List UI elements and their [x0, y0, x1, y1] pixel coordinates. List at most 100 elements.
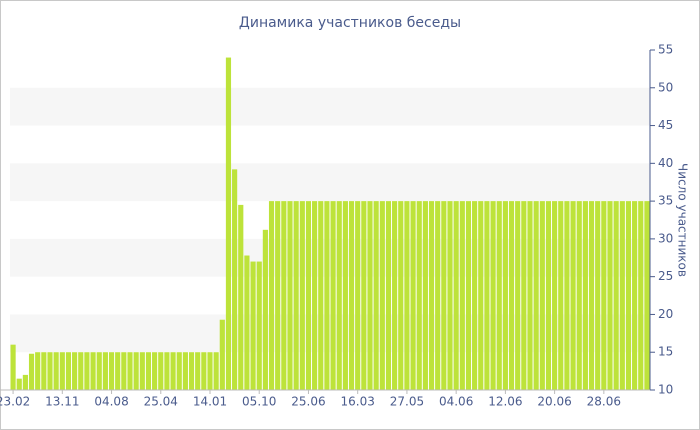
bar: [435, 201, 441, 390]
bar: [367, 201, 373, 390]
bar: [496, 201, 502, 390]
bar: [188, 352, 195, 390]
y-axis-label: Число участников: [676, 163, 690, 277]
bar: [484, 201, 490, 390]
y-tick-label: 20: [658, 307, 673, 321]
bar: [305, 201, 312, 390]
bar: [625, 201, 632, 390]
bar: [361, 201, 367, 390]
bar: [459, 201, 465, 390]
bar: [392, 201, 398, 390]
bar: [72, 352, 78, 390]
bar: [164, 352, 170, 390]
bar: [201, 352, 207, 390]
bar: [576, 201, 582, 390]
bar: [342, 201, 348, 390]
x-tick-label: 27.05: [390, 395, 424, 409]
bar: [16, 378, 22, 390]
bar: [115, 352, 121, 390]
bar: [133, 352, 139, 390]
axes: 10 15 20 25 30 35 40 45 50 55 23.02 13.11 04.08 25.04…: [0, 43, 673, 409]
bar: [47, 352, 53, 390]
bar: [527, 201, 533, 390]
y-tick-label: 40: [658, 156, 673, 170]
bar: [78, 352, 84, 390]
y-tick-label: 35: [658, 194, 673, 208]
bar: [607, 201, 613, 390]
grid-band: [10, 87, 650, 126]
y-tick-label: 55: [658, 43, 673, 57]
bar: [582, 201, 588, 390]
bar: [28, 353, 35, 390]
bar: [465, 201, 472, 390]
bar: [613, 201, 619, 390]
bar: [275, 201, 281, 390]
bar: [422, 201, 428, 390]
bar: [478, 201, 484, 390]
bar: [287, 201, 293, 390]
bar: [502, 201, 508, 390]
bar: [238, 204, 244, 390]
bar: [545, 201, 552, 390]
bar: [281, 201, 287, 390]
bar: [53, 352, 59, 390]
bar: [244, 255, 250, 390]
bar: [601, 201, 607, 390]
y-tick-label: 15: [658, 345, 673, 359]
bar: [145, 352, 152, 390]
bar: [564, 201, 570, 390]
x-tick-label: 05.10: [242, 395, 276, 409]
y-tick-label: 50: [658, 80, 673, 94]
bar: [416, 201, 422, 390]
bar: [355, 201, 361, 390]
bar: [324, 201, 330, 390]
y-tick-label: 45: [658, 118, 673, 132]
chart-title: Динамика участников беседы: [239, 15, 461, 31]
bar: [385, 201, 392, 390]
bar: [90, 352, 96, 390]
x-tick-label: 16.03: [341, 395, 375, 409]
x-tick-label: 04.08: [94, 395, 128, 409]
y-tick-label: 10: [658, 383, 673, 397]
bar: [10, 344, 16, 390]
bar: [595, 201, 601, 390]
bar: [232, 169, 238, 390]
bar: [312, 201, 318, 390]
bar: [348, 201, 355, 390]
bar: [318, 201, 324, 390]
x-tick-label: 12.06: [488, 395, 522, 409]
bar: [453, 201, 459, 390]
bar: [515, 201, 521, 390]
bar: [250, 261, 256, 390]
bar: [182, 352, 188, 390]
bar: [558, 201, 564, 390]
bar: [533, 201, 539, 390]
bar: [22, 374, 28, 390]
bar: [96, 352, 102, 390]
bar: [65, 352, 72, 390]
bar: [207, 352, 213, 390]
bar: [404, 201, 410, 390]
bar: [441, 201, 447, 390]
bar: [195, 352, 201, 390]
bar: [219, 319, 225, 390]
bar: [158, 352, 164, 390]
bar: [299, 201, 305, 390]
bar: [41, 352, 47, 390]
bar: [108, 352, 115, 390]
bar: [102, 352, 108, 390]
bar: [330, 201, 336, 390]
bar: [490, 201, 496, 390]
bar: [428, 201, 435, 390]
bar: [632, 201, 638, 390]
x-tick-label: 28.06: [587, 395, 621, 409]
bar: [121, 352, 127, 390]
bar: [521, 201, 527, 390]
bar: [139, 352, 145, 390]
bars: [10, 57, 650, 391]
x-tick-label: 13.11: [45, 395, 79, 409]
bar: [447, 201, 453, 390]
bar: [472, 201, 478, 390]
bar: [638, 201, 644, 390]
